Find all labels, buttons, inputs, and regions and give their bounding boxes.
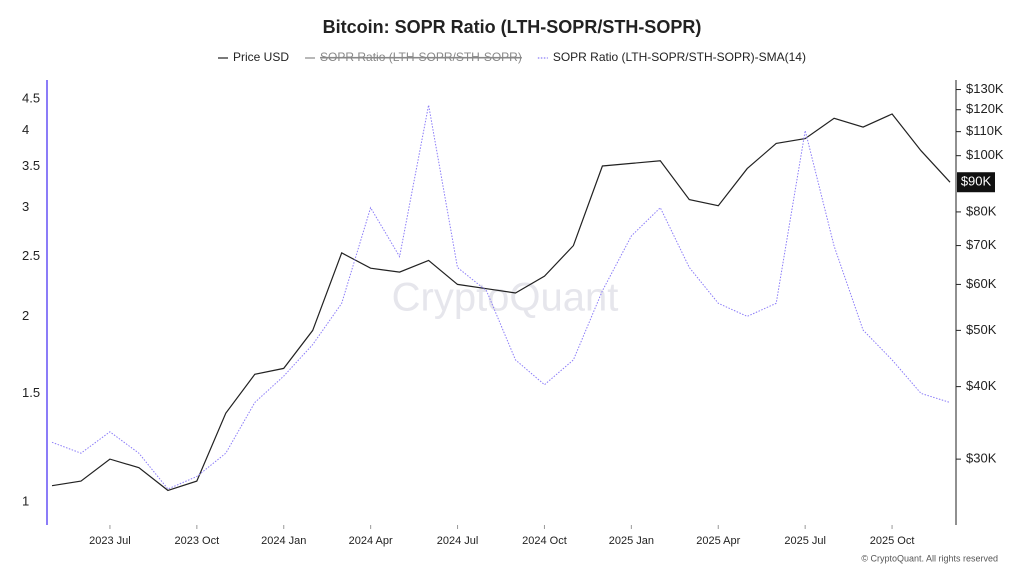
legend-label: SOPR Ratio (LTH-SOPR/STH-SOPR)-SMA(14) (553, 50, 806, 64)
x-tick-label: 2025 Oct (870, 535, 915, 547)
y2-tick-label: $40K (966, 378, 997, 393)
y2-tick-label: $80K (966, 203, 997, 218)
y-tick-label: 4 (22, 122, 29, 137)
y-tick-label: 3.5 (22, 158, 40, 173)
legend-label: SOPR Ratio (LTH-SOPR/STH-SOPR) (320, 50, 522, 64)
current-price-label: $90K (961, 174, 992, 189)
series-line (51, 105, 951, 490)
current-price-marker (957, 172, 995, 193)
y-tick-label: 2 (22, 308, 29, 323)
y2-tick-label: $120K (966, 101, 1004, 116)
y-tick-label: 3 (22, 199, 29, 214)
x-tick-label: 2023 Oct (175, 535, 220, 547)
legend-label: Price USD (233, 50, 289, 64)
y-tick-label: 4.5 (22, 91, 40, 106)
x-tick-label: 2025 Jan (609, 535, 654, 547)
copyright: © CryptoQuant. All rights reserved (861, 553, 998, 563)
y2-tick-label: $100K (966, 147, 1004, 162)
x-tick-label: 2024 Jul (437, 535, 479, 547)
y2-tick-label: $70K (966, 237, 997, 252)
x-tick-label: 2024 Apr (349, 535, 393, 547)
y2-tick-label: $50K (966, 322, 997, 337)
chart-title: Bitcoin: SOPR Ratio (LTH-SOPR/STH-SOPR) (323, 17, 702, 37)
x-tick-label: 2023 Jul (89, 535, 131, 547)
y2-tick-label: $30K (966, 451, 997, 466)
y-tick-label: 1.5 (22, 385, 40, 400)
legend: Price USD SOPR Ratio (LTH-SOPR/STH-SOPR) S… (218, 50, 806, 64)
x-tick-label: 2025 Apr (696, 535, 740, 547)
y2-tick-label: $60K (966, 276, 997, 291)
watermark: CryptoQuant (392, 276, 619, 320)
x-tick-label: 2024 Jan (261, 535, 306, 547)
y2-tick-label: $130K (966, 81, 1004, 96)
y2-tick-label: $110K (966, 123, 1003, 138)
y-tick-label: 2.5 (22, 248, 40, 263)
x-tick-label: 2024 Oct (522, 535, 567, 547)
series-line (51, 113, 951, 492)
x-tick-label: 2025 Jul (784, 535, 826, 547)
y-tick-label: 1 (22, 494, 29, 509)
